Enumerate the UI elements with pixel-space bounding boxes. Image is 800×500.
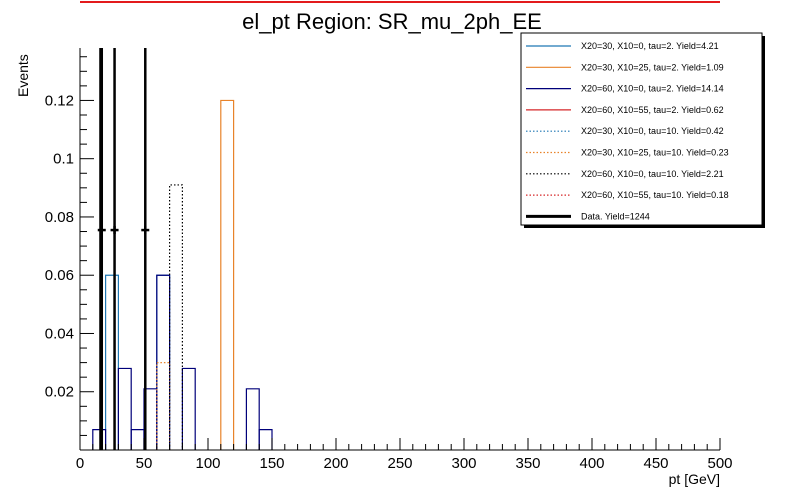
legend-label-8: Data. Yield=1244 [581, 211, 650, 221]
data-point-0 [97, 226, 106, 235]
y-axis-title: Events [15, 54, 31, 97]
data-point-2 [141, 226, 150, 235]
y-tick-label-5: 0.12 [45, 92, 74, 109]
y-tick-label-2: 0.06 [45, 267, 74, 284]
series-2-bin-5 [181, 367, 196, 450]
x-tick-label-350: 350 [515, 455, 540, 472]
legend-label-0: X20=30, X10=0, tau=2. Yield=4.21 [581, 41, 719, 51]
series-2-bin-7 [258, 429, 273, 450]
series-2-bin-6 [245, 388, 260, 450]
y-tick-label-0: 0.02 [45, 384, 74, 401]
legend-label-7: X20=60, X10=55, tau=10. Yield=0.18 [581, 190, 729, 200]
x-axis-title: pt [GeV] [669, 471, 720, 487]
x-tick-label-450: 450 [643, 455, 668, 472]
legend-label-4: X20=30, X10=0, tau=10. Yield=0.42 [581, 126, 724, 136]
legend-label-2: X20=60, X10=0, tau=2. Yield=14.14 [581, 84, 724, 94]
x-tick-label-50: 50 [136, 455, 153, 472]
x-tick-label-100: 100 [195, 455, 220, 472]
axes: 0 50 100 150 200 250 300 350 400 450 500 0.02 0.04 0.… [45, 48, 733, 472]
series-6-bin-0 [169, 184, 183, 450]
x-tick-label-250: 250 [387, 455, 412, 472]
chart-title: el_pt Region: SR_mu_2ph_EE [242, 9, 542, 34]
legend-label-6: X20=60, X10=0, tau=10. Yield=2.21 [581, 169, 724, 179]
series-0-bin-0 [105, 274, 119, 450]
series-2-bin-2 [130, 429, 145, 450]
series-2-bin-0 [92, 429, 107, 450]
data-point-1 [110, 226, 119, 235]
x-tick-label-400: 400 [579, 455, 604, 472]
x-tick-label-500: 500 [707, 455, 732, 472]
y-tick-label-1: 0.04 [45, 325, 74, 342]
legend-label-5: X20=30, X10=25, tau=10. Yield=0.23 [581, 148, 729, 158]
x-tick-label-0: 0 [76, 455, 84, 472]
legend-label-1: X20=30, X10=25, tau=2. Yield=1.09 [581, 62, 724, 72]
plot-area [92, 48, 273, 450]
x-tick-label-200: 200 [323, 455, 348, 472]
legend: X20=30, X10=0, tau=2. Yield=4.21 X20=30, … [520, 32, 765, 228]
legend-label-3: X20=60, X10=55, tau=2. Yield=0.62 [581, 105, 724, 115]
series-2-bin-1 [117, 367, 132, 450]
series-2-bin-4 [156, 274, 171, 450]
y-tick-label-3: 0.08 [45, 209, 74, 226]
x-tick-label-150: 150 [259, 455, 284, 472]
series-1-bin-0 [220, 99, 235, 450]
x-tick-label-300: 300 [451, 455, 476, 472]
y-tick-label-4: 0.1 [53, 151, 74, 168]
series-5-bin-0 [156, 362, 171, 450]
legend-box [520, 32, 763, 226]
